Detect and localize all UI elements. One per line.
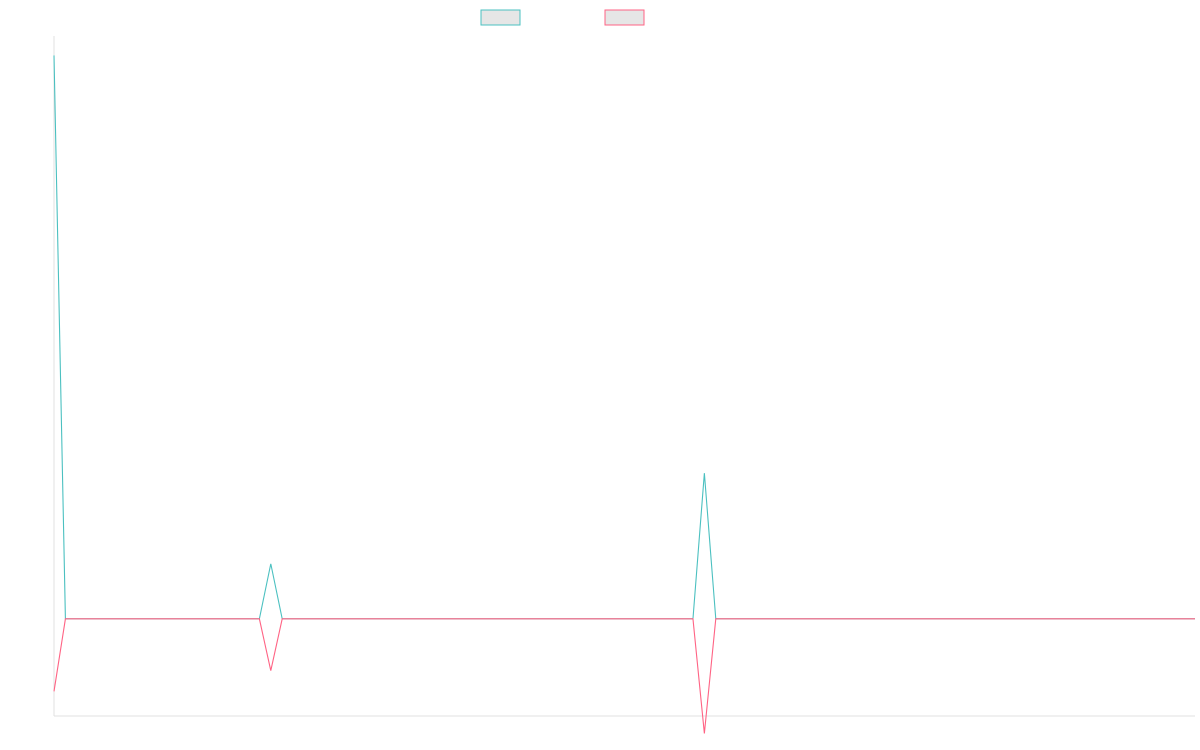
legend xyxy=(480,9,645,26)
series-line-2 xyxy=(53,618,1195,734)
series-line-1 xyxy=(53,55,1195,620)
legend-swatch-1 xyxy=(480,9,521,26)
legend-swatch-2 xyxy=(604,9,645,26)
series-layer xyxy=(53,55,1195,734)
axes xyxy=(53,36,1195,717)
